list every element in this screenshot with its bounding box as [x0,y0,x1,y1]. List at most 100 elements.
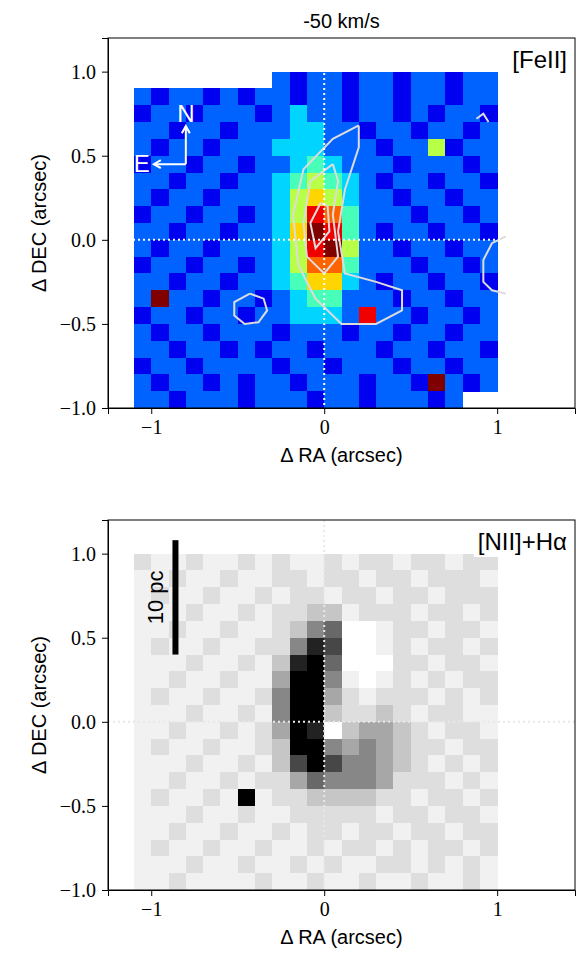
heatmap-cell [186,206,204,223]
heatmap-cell [272,840,290,857]
heatmap-cell [445,307,463,324]
heatmap-cell [255,206,273,223]
heatmap-cell [463,206,481,223]
heatmap-cell [134,257,152,274]
heatmap-cell [272,173,290,190]
heatmap-cell [480,173,498,190]
heatmap-cell [324,173,342,190]
heatmap-cell [359,705,377,722]
y-tick-mark [102,806,108,807]
contour [293,125,402,323]
heatmap-cell [307,671,325,688]
heatmap-cell [324,587,342,604]
heatmap-cell [255,273,273,290]
heatmap-cell [272,358,290,375]
heatmap-cell [342,755,360,772]
heatmap-cell [272,755,290,772]
heatmap-cell [376,391,394,408]
heatmap-cell [324,358,342,375]
heatmap-cell [272,688,290,705]
heatmap-cell [169,223,187,240]
heatmap-cell [134,873,152,890]
heatmap-cell [186,856,204,873]
heatmap-cell [393,139,411,156]
heatmap-cell [151,671,169,688]
heatmap-cell [290,671,308,688]
heatmap-cell [324,789,342,806]
heatmap-cell [359,789,377,806]
heatmap-cell [480,856,498,873]
heatmap-cell [169,688,187,705]
heatmap-cell [238,374,256,391]
heatmap-cell [463,621,481,638]
heatmap-cell [255,570,273,587]
heatmap-cell [238,206,256,223]
heatmap-cell [376,88,394,105]
heatmap-cell [376,873,394,890]
heatmap-cell [134,789,152,806]
heatmap-cell [480,739,498,756]
heatmap-cell [186,290,204,307]
heatmap-cell [324,374,342,391]
heatmap-cell [186,671,204,688]
heatmap-cell [480,705,498,722]
heatmap-cell [186,655,204,672]
heatmap-cell [220,604,238,621]
heatmap-cell [290,688,308,705]
heatmap-cell [220,290,238,307]
heatmap-cell [376,587,394,604]
heatmap-cell [393,570,411,587]
heatmap-cell [203,671,221,688]
heatmap-cell [393,873,411,890]
heatmap-cell [411,173,429,190]
heatmap-cell [307,324,325,341]
heatmap-cell [428,88,446,105]
heatmap-cell [151,341,169,358]
heatmap-cell [342,570,360,587]
heatmap-cell [203,688,221,705]
heatmap-cell [359,873,377,890]
heatmap-cell [307,570,325,587]
heatmap-cell [220,240,238,257]
heatmap-cell [411,823,429,840]
heatmap-cell [272,374,290,391]
heatmap-cell [290,307,308,324]
x-tick-mark [324,890,325,896]
contour [476,114,488,122]
heatmap-cell [151,554,169,571]
heatmap-cell [307,554,325,571]
heatmap-cell [480,358,498,375]
heatmap-cell [290,722,308,739]
heatmap-cell [393,789,411,806]
heatmap-cell [445,789,463,806]
heatmap-cell [411,705,429,722]
heatmap-cell [151,638,169,655]
x-tick-label: 0 [320,898,330,920]
heatmap-cell [186,638,204,655]
title: -50 km/s [303,10,380,32]
heatmap-cell [220,341,238,358]
y-tick: 0.0 [71,229,108,251]
heatmap-cell [272,772,290,789]
heatmap-cell [428,223,446,240]
heatmap-cell [134,391,152,408]
heatmap-cell [272,856,290,873]
heatmap-cell [203,257,221,274]
heatmap-cell [169,772,187,789]
heatmap-cell [463,156,481,173]
heatmap-cell [342,587,360,604]
heatmap-cell [203,739,221,756]
heatmap-cell [272,273,290,290]
heatmap-cell [463,755,481,772]
heatmap-cell [203,156,221,173]
heatmap-cell [359,554,377,571]
heatmap-cell [428,755,446,772]
heatmap-cell [480,621,498,638]
heatmap-cell [290,358,308,375]
heatmap-cell [342,772,360,789]
heatmap-cell [428,655,446,672]
heatmap-cell [134,88,152,105]
y-tick-label: 1.0 [71,543,96,565]
heatmap-cell [220,257,238,274]
heatmap-cell [307,739,325,756]
